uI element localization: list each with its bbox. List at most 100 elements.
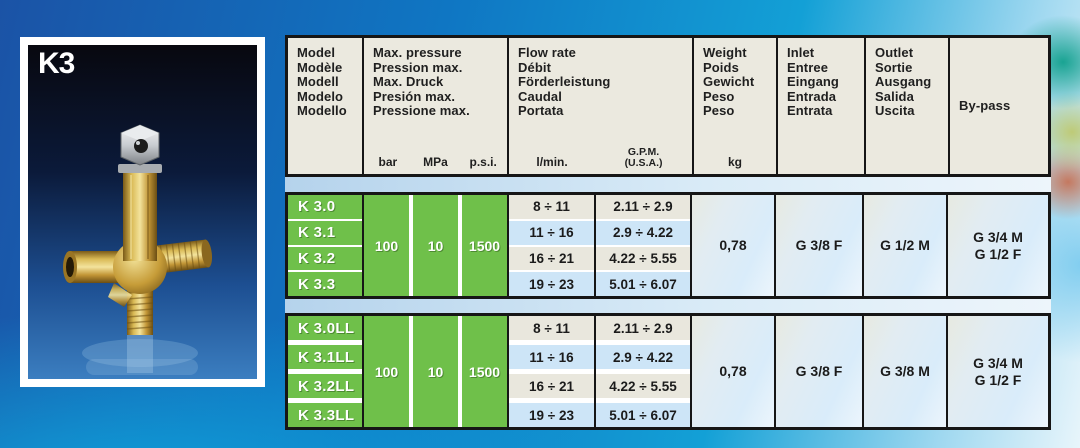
pressure-psi-value: 1500 — [462, 195, 507, 296]
table-gap-strip — [285, 299, 1051, 313]
product-photo-frame: K3 — [20, 37, 265, 387]
header-flow-line: Caudal — [518, 88, 562, 104]
pressure-group: 100 10 1500 — [362, 195, 507, 296]
header-model-line: Model — [297, 45, 336, 60]
flow-lmin-value: 19 ÷ 23 — [509, 272, 594, 296]
header-flow-line: Förderleistung — [518, 74, 611, 90]
pressure-mpa-value: 10 — [413, 316, 458, 427]
weight-value: 0,78 — [690, 195, 774, 296]
header-inlet: Inlet Entree Eingang Entrada Entrata — [776, 38, 864, 174]
table-gap-strip — [285, 177, 1051, 192]
header-weight-line: Peso — [703, 88, 735, 104]
bypass-value: G 3/4 M G 1/2 F — [946, 316, 1048, 427]
model-name: K 3.3 — [288, 272, 362, 296]
header-outlet-line: Ausgang — [875, 74, 932, 90]
spec-block-k3ll: K 3.0LL K 3.1LL K 3.2LL K 3.3LL 100 10 1… — [285, 313, 1051, 430]
spec-table: Model Modèle Modell Modelo Modello Max. … — [285, 35, 1051, 430]
pressure-group: 100 10 1500 — [362, 316, 507, 427]
model-name: K 3.2 — [288, 246, 362, 271]
product-photo: K3 — [28, 45, 257, 379]
outlet-value: G 3/8 M — [862, 316, 946, 427]
header-flow-line: Débit — [518, 59, 551, 75]
header-weight-line: Weight — [703, 45, 747, 60]
model-column: K 3.0 K 3.1 K 3.2 K 3.3 — [288, 195, 362, 296]
flow-lmin-value: 8 ÷ 11 — [509, 195, 594, 219]
flow-lmin-value: 19 ÷ 23 — [509, 403, 594, 427]
header-outlet-line: Salida — [875, 88, 914, 104]
header-bypass-label: By-pass — [959, 97, 1011, 113]
table-header: Model Modèle Modell Modelo Modello Max. … — [285, 35, 1051, 177]
unit-mpa: MPa — [423, 155, 448, 169]
header-model-line: Modèle — [297, 59, 343, 75]
flow-gpm-value: 2.9 ÷ 4.22 — [596, 345, 690, 369]
header-inlet-line: Entree — [787, 59, 829, 75]
flow-lmin-value: 8 ÷ 11 — [509, 316, 594, 340]
inlet-value: G 3/8 F — [774, 316, 862, 427]
unit-kg: kg — [727, 155, 742, 169]
model-name: K 3.2LL — [288, 374, 362, 398]
outlet-value: G 1/2 M — [862, 195, 946, 296]
header-weight: Weight Poids Gewicht Peso Peso kg — [692, 38, 776, 174]
flow-gpm-value: 4.22 ÷ 5.55 — [596, 246, 690, 271]
model-name: K 3.3LL — [288, 403, 362, 427]
pressure-bar-value: 100 — [364, 195, 409, 296]
header-model-line: Modell — [297, 74, 339, 90]
model-name: K 3.1 — [288, 220, 362, 245]
header-flow-line: Flow rate — [518, 45, 576, 60]
unit-psi: p.s.i. — [469, 155, 497, 169]
header-outlet: Outlet Sortie Ausgang Salida Uscita — [864, 38, 948, 174]
unit-lmin: l/min. — [536, 155, 568, 169]
flow-gpm-value: 2.11 ÷ 2.9 — [596, 316, 690, 340]
header-pressure-line: Pression max. — [373, 59, 463, 75]
header-inlet-line: Entrada — [787, 88, 837, 104]
header-inlet-line: Eingang — [787, 74, 839, 90]
flow-gpm-value: 5.01 ÷ 6.07 — [596, 272, 690, 296]
header-model-line: Modello — [297, 103, 347, 119]
weight-value: 0,78 — [690, 316, 774, 427]
flow-gpm-value: 2.11 ÷ 2.9 — [596, 195, 690, 219]
header-bypass: By-pass — [948, 38, 1048, 174]
model-name: K 3.0LL — [288, 316, 362, 340]
flow-gpm-value: 5.01 ÷ 6.07 — [596, 403, 690, 427]
inlet-value: G 3/8 F — [774, 195, 862, 296]
unit-gpm: G.P.M. (U.S.A.) — [624, 146, 663, 169]
pressure-valve-illustration — [28, 45, 257, 379]
header-max-pressure: Max. pressure Pression max. Max. Druck P… — [362, 38, 507, 174]
flow-gpm-column: 2.11 ÷ 2.9 2.9 ÷ 4.22 4.22 ÷ 5.55 5.01 ÷… — [594, 316, 690, 427]
header-pressure-line: Max. Druck — [373, 74, 444, 90]
header-flow-rate: Flow rate Débit Förderleistung Caudal Po… — [507, 38, 692, 174]
spec-block-k3: K 3.0 K 3.1 K 3.2 K 3.3 100 10 1500 8 ÷ … — [285, 192, 1051, 299]
header-outlet-line: Outlet — [875, 45, 914, 60]
pressure-bar-value: 100 — [364, 316, 409, 427]
model-column: K 3.0LL K 3.1LL K 3.2LL K 3.3LL — [288, 316, 362, 427]
flow-gpm-value: 4.22 ÷ 5.55 — [596, 374, 690, 398]
header-outlet-line: Uscita — [875, 103, 915, 119]
flow-gpm-column: 2.11 ÷ 2.9 2.9 ÷ 4.22 4.22 ÷ 5.55 5.01 ÷… — [594, 195, 690, 296]
header-pressure-line: Pressione max. — [373, 103, 470, 119]
header-inlet-line: Inlet — [787, 45, 815, 60]
pressure-mpa-value: 10 — [413, 195, 458, 296]
header-weight-line: Gewicht — [703, 74, 755, 90]
flow-lmin-value: 16 ÷ 21 — [509, 246, 594, 271]
header-model: Model Modèle Modell Modelo Modello — [288, 38, 362, 174]
flow-lmin-column: 8 ÷ 11 11 ÷ 16 16 ÷ 21 19 ÷ 23 — [507, 195, 594, 296]
flow-lmin-value: 11 ÷ 16 — [509, 220, 594, 245]
header-weight-line: Poids — [703, 59, 739, 75]
product-code-label: K3 — [38, 47, 75, 80]
model-name: K 3.0 — [288, 195, 362, 219]
pressure-psi-value: 1500 — [462, 316, 507, 427]
header-flow-line: Portata — [518, 103, 564, 119]
header-inlet-line: Entrata — [787, 103, 833, 119]
flow-lmin-value: 11 ÷ 16 — [509, 345, 594, 369]
bypass-value: G 3/4 M G 1/2 F — [946, 195, 1048, 296]
header-weight-line: Peso — [703, 103, 735, 119]
header-outlet-line: Sortie — [875, 59, 913, 75]
header-pressure-line: Max. pressure — [373, 45, 462, 60]
header-model-line: Modelo — [297, 88, 344, 104]
unit-bar: bar — [378, 155, 398, 169]
model-name: K 3.1LL — [288, 345, 362, 369]
flow-lmin-column: 8 ÷ 11 11 ÷ 16 16 ÷ 21 19 ÷ 23 — [507, 316, 594, 427]
header-pressure-line: Presión max. — [373, 88, 456, 104]
flow-lmin-value: 16 ÷ 21 — [509, 374, 594, 398]
